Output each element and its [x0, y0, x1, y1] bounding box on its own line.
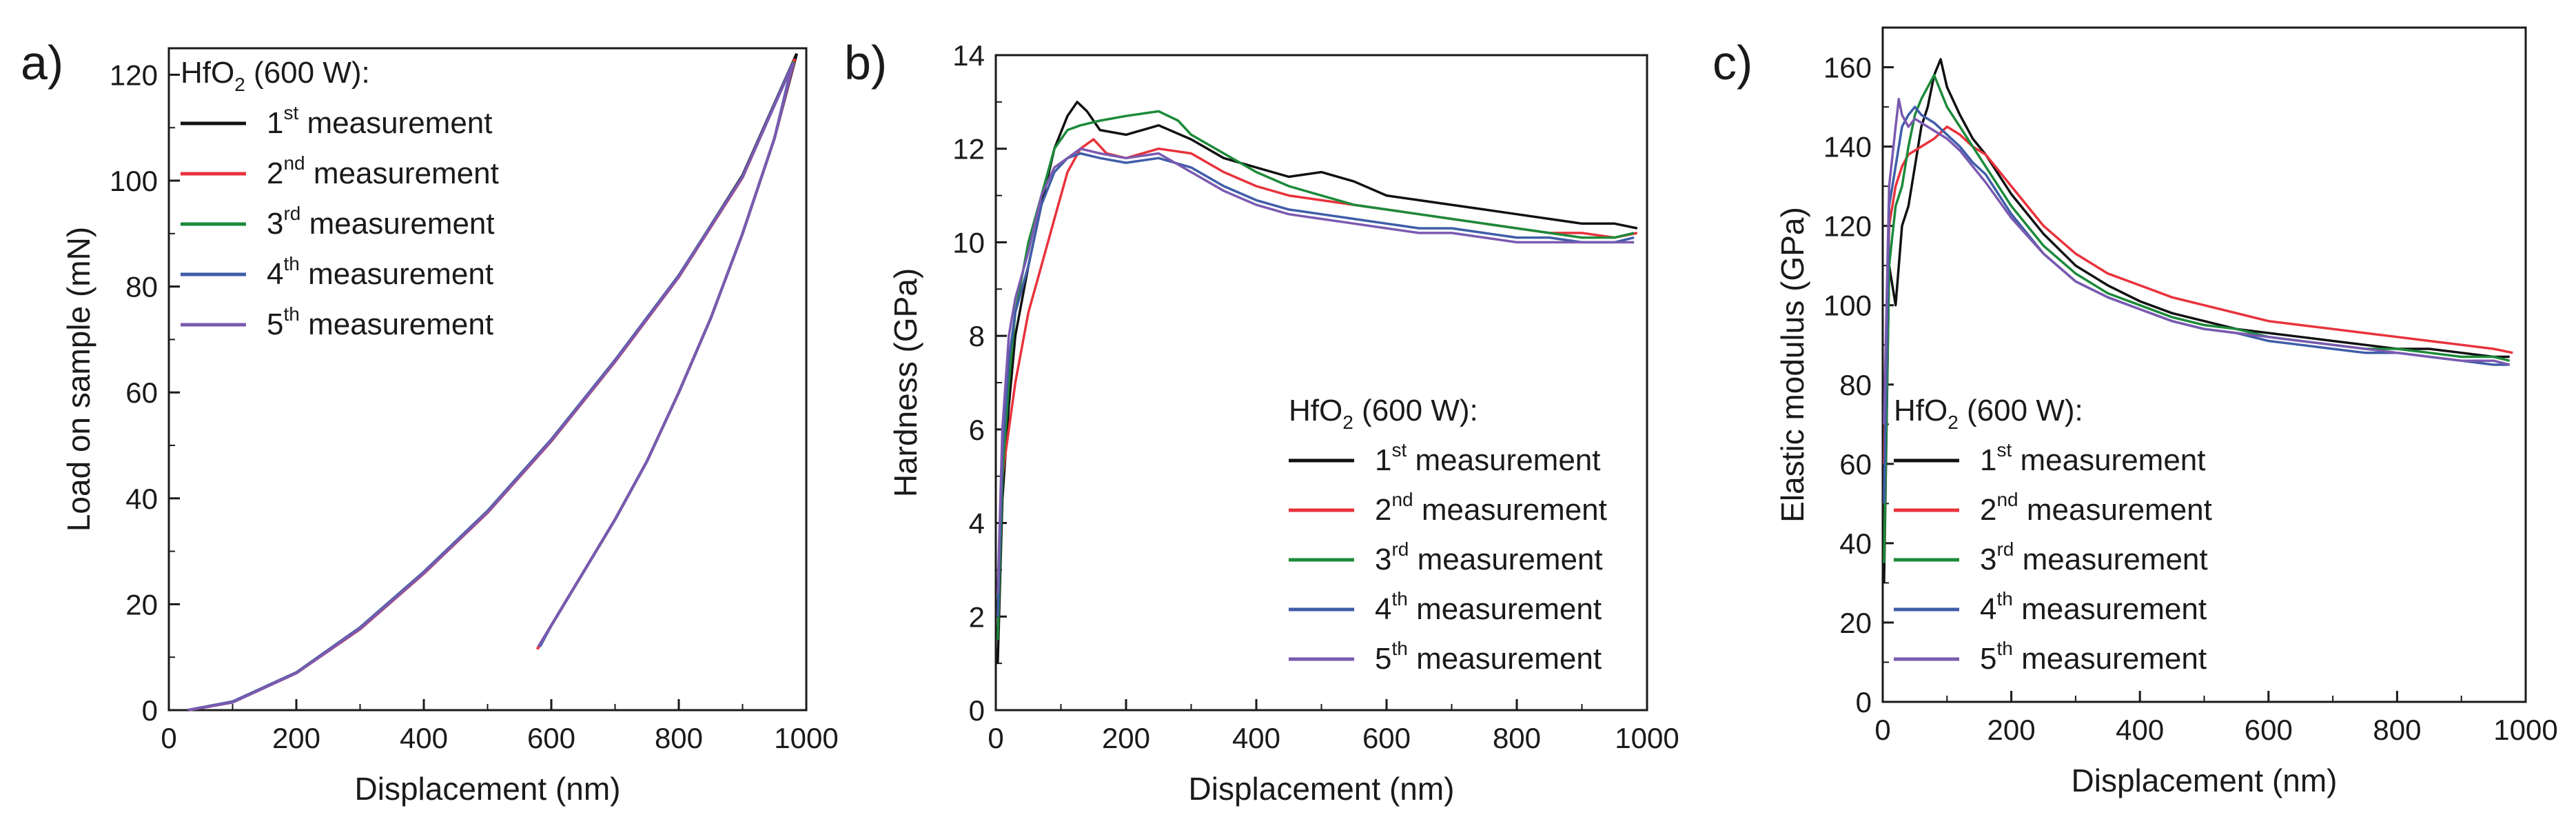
x-tick-label: 0 — [1874, 714, 1890, 746]
y-tick-label: 20 — [125, 588, 158, 621]
legend-entry-3: 3rd measurement — [267, 203, 495, 241]
x-tick-label: 800 — [2373, 714, 2421, 746]
series-2-line — [1883, 125, 2513, 464]
legend-entry-4: 4th measurement — [267, 253, 493, 291]
y-tick-label: 6 — [969, 414, 985, 446]
y-tick-label: 40 — [1839, 527, 1872, 560]
panel-a-load-chart: a) 0 200 400 600 800 1000 0 20 40 60 80 100 120 Displa… — [21, 36, 839, 807]
legend: HfO2 (600 W): 1st measurement 2nd measurem… — [1289, 394, 1607, 676]
y-tick-label: 4 — [969, 507, 985, 540]
series-4-line — [996, 152, 1635, 617]
legend-entry-4: 4th measurement — [1375, 588, 1602, 626]
x-tick-label: 0 — [161, 722, 176, 754]
x-tick-label: 600 — [2245, 714, 2293, 746]
legend-entry-5: 5th measurement — [1375, 638, 1602, 676]
x-tick-label: 200 — [272, 722, 320, 754]
y-tick-label: 40 — [125, 483, 158, 515]
x-tick-label: 800 — [1493, 722, 1541, 754]
legend-entry-2: 2nd measurement — [1980, 489, 2212, 527]
y-axis-label: Hardness (GPa) — [888, 268, 923, 497]
legend-entry-5: 5th measurement — [1980, 638, 2207, 676]
x-tick-label: 400 — [2116, 714, 2164, 746]
legend-entry-2: 2nd measurement — [267, 152, 499, 190]
legend-entry-1: 1st measurement — [1980, 439, 2206, 477]
x-tick-label: 400 — [400, 722, 448, 754]
y-tick-label: 140 — [1823, 131, 1872, 163]
legend-title: HfO2 (600 W): — [1894, 394, 2083, 433]
legend-entry-3: 3rd measurement — [1375, 538, 1603, 576]
legend: HfO2 (600 W): 1st measurement 2nd measurem… — [181, 56, 499, 341]
y-tick-label: 120 — [110, 59, 158, 91]
x-tick-label: 200 — [1102, 722, 1150, 754]
panel-b-hardness-chart: b) 0 200 400 600 800 1000 0 2 4 6 8 10 12 14 Displaceme… — [844, 36, 1679, 807]
legend-entry-5: 5th measurement — [267, 303, 493, 341]
panel-label: c) — [1713, 36, 1752, 90]
x-tick-label: 0 — [988, 722, 1003, 754]
y-tick-label: 0 — [1856, 686, 1872, 718]
panel-c-modulus-chart: c) 0 200 400 600 800 1000 0 20 40 60 80 100 120 140 160… — [1713, 26, 2558, 798]
y-tick-label: 60 — [125, 376, 158, 409]
x-tick-label: 1000 — [774, 722, 838, 754]
y-tick-label: 20 — [1839, 607, 1872, 639]
x-axis-label: Displacement (nm) — [355, 771, 621, 807]
x-tick-label: 400 — [1232, 722, 1280, 754]
legend-entry-1: 1st measurement — [1375, 439, 1601, 477]
y-tick-label: 0 — [142, 694, 158, 727]
y-tick-label: 80 — [1839, 369, 1872, 401]
x-tick-label: 600 — [527, 722, 575, 754]
y-tick-label: 10 — [952, 226, 985, 259]
x-axis-label: Displacement (nm) — [2072, 763, 2338, 798]
y-tick-label: 120 — [1823, 210, 1872, 243]
y-tick-label: 12 — [952, 133, 985, 165]
series-1-line — [1883, 58, 2510, 583]
legend-entry-3: 3rd measurement — [1980, 538, 2208, 576]
series-5-loading-line — [187, 61, 795, 712]
y-axis-label: Elastic modulus (GPa) — [1775, 207, 1810, 523]
y-tick-label: 160 — [1823, 52, 1872, 84]
y-tick-label: 2 — [969, 601, 985, 633]
x-tick-label: 800 — [655, 722, 703, 754]
series-5-unloading-line — [537, 62, 795, 647]
x-tick-label: 200 — [1987, 714, 2036, 746]
y-tick-label: 8 — [969, 320, 985, 352]
panel-label: a) — [21, 36, 63, 90]
y-tick-label: 14 — [952, 39, 985, 72]
series-5-line — [996, 147, 1635, 594]
x-tick-label: 1000 — [1615, 722, 1679, 754]
series-5-line — [1883, 97, 2511, 425]
x-tick-label: 1000 — [2493, 714, 2557, 746]
series-1-loading-line — [187, 52, 798, 712]
legend-entry-2: 2nd measurement — [1375, 489, 1607, 527]
legend-entry-1: 1st measurement — [267, 102, 493, 140]
y-tick-label: 80 — [125, 271, 158, 303]
legend-title: HfO2 (600 W): — [1289, 394, 1478, 433]
y-axis-label: Load on sample (mN) — [61, 227, 96, 532]
series-1-line — [996, 101, 1638, 664]
x-axis-label: Displacement (nm) — [1189, 771, 1455, 807]
y-tick-label: 0 — [969, 694, 985, 727]
x-tick-label: 600 — [1362, 722, 1411, 754]
panel-label: b) — [844, 36, 887, 90]
legend: HfO2 (600 W): 1st measurement 2nd measurem… — [1894, 394, 2212, 676]
y-tick-label: 60 — [1839, 448, 1872, 481]
legend-title: HfO2 (600 W): — [181, 56, 370, 95]
legend-entry-4: 4th measurement — [1980, 588, 2207, 626]
plot-frame — [167, 47, 808, 712]
y-tick-label: 100 — [110, 165, 158, 197]
y-tick-label: 100 — [1823, 290, 1872, 322]
